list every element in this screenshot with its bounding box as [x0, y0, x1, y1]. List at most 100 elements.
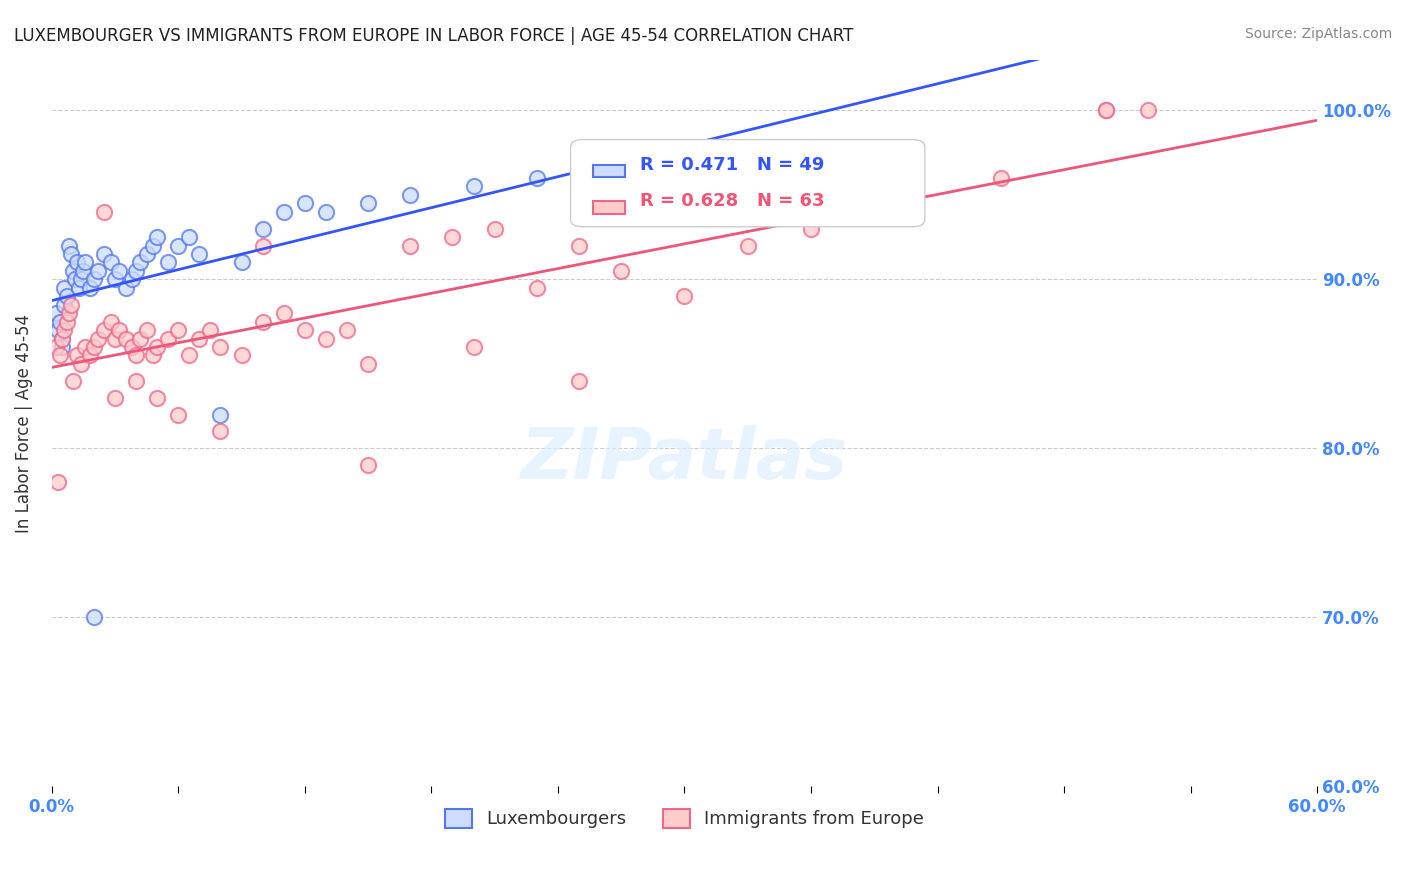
Point [62, 264, 84, 278]
Legend: Luxembourgers, Immigrants from Europe: Luxembourgers, Immigrants from Europe [437, 802, 931, 836]
Point [129, 255, 152, 269]
Point [209, 425, 232, 439]
Point [51, 340, 73, 354]
Point [87, 332, 110, 346]
Point [66, 348, 89, 362]
Point [100, 255, 122, 269]
Point [87, 264, 110, 278]
Point [146, 230, 169, 244]
Point [45, 306, 67, 320]
Point [441, 230, 464, 244]
Point [156, 332, 179, 346]
Point [62, 374, 84, 388]
Point [125, 264, 148, 278]
Point [108, 323, 131, 337]
Point [49, 348, 72, 362]
Point [463, 179, 485, 194]
Point [315, 204, 337, 219]
Point [779, 145, 801, 160]
Point [58, 306, 80, 320]
Point [209, 340, 232, 354]
Point [83, 340, 105, 354]
Point [568, 374, 591, 388]
Point [83, 610, 105, 624]
Point [104, 272, 127, 286]
Point [252, 221, 274, 235]
Point [66, 255, 89, 269]
Point [83, 272, 105, 286]
Text: R = 0.628   N = 63: R = 0.628 N = 63 [640, 193, 825, 211]
Point [53, 298, 76, 312]
Point [463, 340, 485, 354]
Text: Source: ZipAtlas.com: Source: ZipAtlas.com [1244, 27, 1392, 41]
Point [146, 340, 169, 354]
Point [294, 196, 316, 211]
Point [188, 247, 211, 261]
Point [167, 408, 190, 422]
Point [357, 196, 380, 211]
Point [75, 340, 97, 354]
Point [51, 332, 73, 346]
Point [142, 348, 165, 362]
Point [315, 332, 337, 346]
Point [75, 255, 97, 269]
Point [67, 281, 90, 295]
Text: R = 0.471   N = 49: R = 0.471 N = 49 [640, 156, 824, 174]
Point [336, 323, 359, 337]
Point [142, 238, 165, 252]
Point [357, 458, 380, 473]
Point [114, 281, 136, 295]
Point [93, 247, 115, 261]
Point [72, 264, 94, 278]
Point [104, 391, 127, 405]
Point [209, 408, 232, 422]
Point [231, 348, 253, 362]
Point [294, 323, 316, 337]
Point [46, 323, 69, 337]
Point [568, 238, 591, 252]
Point [737, 238, 759, 252]
Point [146, 391, 169, 405]
Point [63, 272, 86, 286]
Point [49, 315, 72, 329]
Point [125, 348, 148, 362]
Point [59, 247, 82, 261]
Point [55, 289, 77, 303]
Point [167, 323, 190, 337]
Point [526, 281, 548, 295]
Point [53, 281, 76, 295]
Point [273, 306, 295, 320]
Point [198, 323, 221, 337]
Point [51, 332, 73, 346]
Point [129, 332, 152, 346]
Point [1095, 103, 1118, 118]
Text: ZIPatlas: ZIPatlas [520, 425, 848, 494]
Point [252, 315, 274, 329]
Point [70, 272, 93, 286]
Point [177, 230, 200, 244]
Point [673, 289, 696, 303]
Point [884, 187, 907, 202]
Point [177, 348, 200, 362]
FancyBboxPatch shape [593, 165, 626, 178]
Point [93, 204, 115, 219]
FancyBboxPatch shape [593, 201, 626, 214]
Point [45, 340, 67, 354]
Point [135, 323, 157, 337]
Point [79, 348, 101, 362]
Point [46, 475, 69, 490]
Point [59, 298, 82, 312]
Point [673, 154, 696, 169]
Point [1137, 103, 1160, 118]
Point [800, 221, 823, 235]
Point [70, 357, 93, 371]
Point [252, 238, 274, 252]
Point [610, 264, 633, 278]
Point [104, 332, 127, 346]
Point [484, 221, 506, 235]
Y-axis label: In Labor Force | Age 45-54: In Labor Force | Age 45-54 [15, 314, 32, 533]
Point [53, 323, 76, 337]
Point [156, 255, 179, 269]
Point [125, 374, 148, 388]
Point [58, 238, 80, 252]
